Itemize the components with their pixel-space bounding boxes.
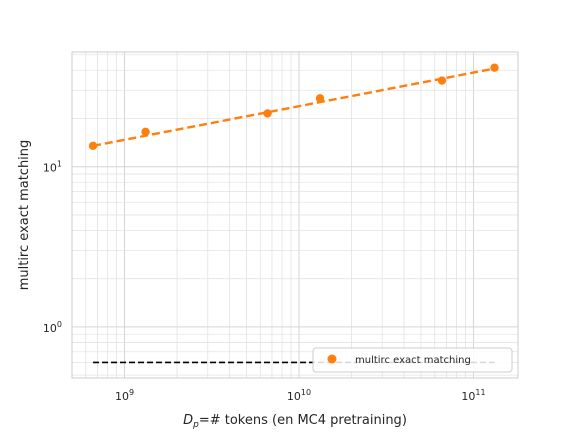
y-tick-labels: 100 101 (43, 160, 62, 335)
x-tick-label: 109 (115, 388, 134, 403)
y-tick-label: 101 (43, 160, 62, 175)
legend-box (312, 347, 513, 373)
legend-marker (327, 354, 337, 364)
data-point (263, 109, 272, 118)
data-point (315, 94, 325, 103)
x-tick-labels: 109 1010 1011 (115, 388, 486, 403)
data-point (88, 141, 98, 151)
y-axis-label: multirc exact matching (17, 140, 32, 291)
data-points (88, 63, 499, 151)
data-point (141, 127, 150, 137)
x-axis-label: Dp=# tokens (en MC4 pretraining) (183, 413, 407, 430)
data-point (437, 76, 447, 85)
legend: multirc exact matching (312, 347, 513, 373)
legend-label: multirc exact matching (355, 355, 471, 366)
x-tick-label: 1010 (287, 388, 311, 403)
y-tick-label: 100 (43, 320, 62, 335)
grid (71, 52, 518, 378)
plot-frame (71, 51, 519, 379)
fit-line (92, 67, 495, 148)
x-tick-label: 1011 (461, 388, 485, 403)
data-point (490, 63, 499, 72)
